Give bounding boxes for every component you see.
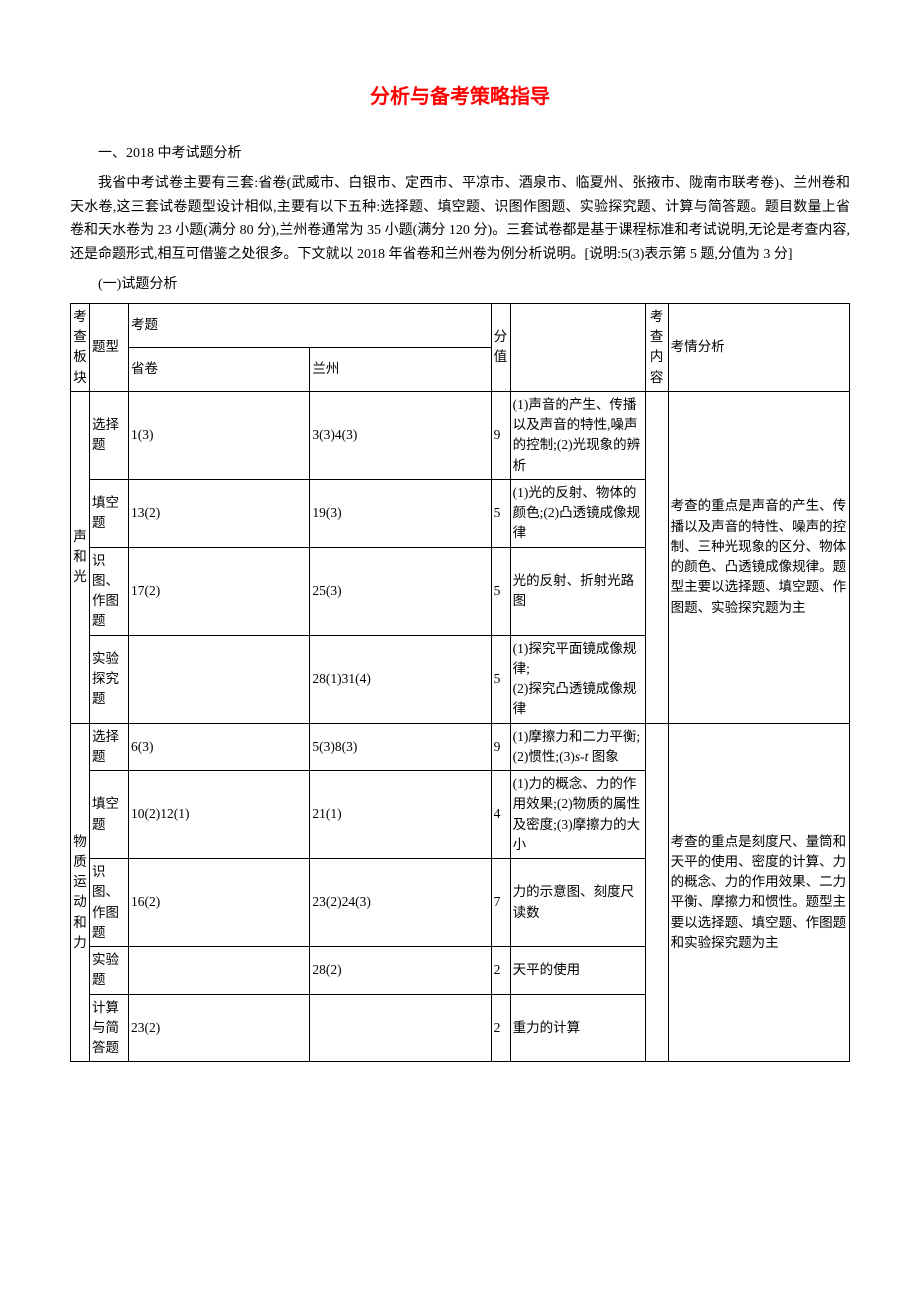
cell-lanzhou: 23(2)24(3) <box>310 859 491 947</box>
cell-content: 天平的使用 <box>510 947 645 995</box>
cell-lanzhou: 5(3)8(3) <box>310 723 491 771</box>
cell-lanzhou: 25(3) <box>310 547 491 635</box>
cell-score: 2 <box>491 994 510 1062</box>
cell-lanzhou: 3(3)4(3) <box>310 391 491 479</box>
cell-sheng <box>129 635 310 723</box>
cell-type: 选择题 <box>90 723 129 771</box>
heading-1: 一、2018 中考试题分析 <box>70 142 850 166</box>
block-label: 声和光 <box>71 391 90 723</box>
th-content-spacer <box>510 303 645 391</box>
cell-content: (1)光的反射、物体的颜色;(2)凸透镜成像规律 <box>510 479 645 547</box>
cell-sheng: 23(2) <box>129 994 310 1062</box>
cell-analysis: 考查的重点是刻度尺、量筒和天平的使用、密度的计算、力的概念、力的作用效果、二力平… <box>668 723 849 1062</box>
subheading-1: (一)试题分析 <box>70 273 850 297</box>
cell-type: 实验题 <box>90 947 129 995</box>
cell-score: 9 <box>491 723 510 771</box>
cell-score: 5 <box>491 635 510 723</box>
cell-type: 填空题 <box>90 479 129 547</box>
cell-score: 4 <box>491 771 510 859</box>
cell-score: 7 <box>491 859 510 947</box>
th-sheng: 省卷 <box>129 347 310 391</box>
th-content: 考查内容 <box>645 303 668 391</box>
page-title: 分析与备考策略指导 <box>70 80 850 114</box>
cell-type: 计算与简答题 <box>90 994 129 1062</box>
cell-type: 识图、作图题 <box>90 859 129 947</box>
th-kaoti: 考题 <box>129 303 492 347</box>
cell-score: 5 <box>491 479 510 547</box>
cell-lanzhou <box>310 994 491 1062</box>
cell-score: 5 <box>491 547 510 635</box>
cell-nr <box>645 723 668 1062</box>
cell-sheng: 16(2) <box>129 859 310 947</box>
cell-content: (1)探究平面镜成像规律;(2)探究凸透镜成像规律 <box>510 635 645 723</box>
cell-lanzhou: 28(1)31(4) <box>310 635 491 723</box>
cell-lanzhou: 28(2) <box>310 947 491 995</box>
cell-sheng: 1(3) <box>129 391 310 479</box>
intro-paragraph: 我省中考试卷主要有三套:省卷(武威市、白银市、定西市、平凉市、酒泉市、临夏州、张… <box>70 172 850 267</box>
th-score: 分值 <box>491 303 510 391</box>
cell-type: 识图、作图题 <box>90 547 129 635</box>
cell-sheng <box>129 947 310 995</box>
cell-lanzhou: 21(1) <box>310 771 491 859</box>
cell-content: (1)声音的产生、传播以及声音的特性,噪声的控制;(2)光现象的辨析 <box>510 391 645 479</box>
cell-sheng: 13(2) <box>129 479 310 547</box>
cell-content: 力的示意图、刻度尺读数 <box>510 859 645 947</box>
cell-type: 填空题 <box>90 771 129 859</box>
analysis-table: 考查板块题型考题分值考查内容考情分析省卷兰州声和光选择题1(3)3(3)4(3)… <box>70 303 850 1063</box>
cell-analysis: 考查的重点是声音的产生、传播以及声音的特性、噪声的控制、三种光现象的区分、物体的… <box>668 391 849 723</box>
cell-lanzhou: 19(3) <box>310 479 491 547</box>
th-block: 考查板块 <box>71 303 90 391</box>
cell-type: 选择题 <box>90 391 129 479</box>
th-analysis: 考情分析 <box>668 303 849 391</box>
cell-type: 实验探究题 <box>90 635 129 723</box>
cell-sheng: 10(2)12(1) <box>129 771 310 859</box>
cell-nr <box>645 391 668 723</box>
cell-score: 2 <box>491 947 510 995</box>
cell-score: 9 <box>491 391 510 479</box>
cell-sheng: 17(2) <box>129 547 310 635</box>
cell-content: (1)摩擦力和二力平衡;(2)惯性;(3)s-t 图象 <box>510 723 645 771</box>
th-type: 题型 <box>90 303 129 391</box>
th-lanzhou: 兰州 <box>310 347 491 391</box>
cell-content: 光的反射、折射光路图 <box>510 547 645 635</box>
cell-sheng: 6(3) <box>129 723 310 771</box>
cell-content: (1)力的概念、力的作用效果;(2)物质的属性及密度;(3)摩擦力的大小 <box>510 771 645 859</box>
cell-content: 重力的计算 <box>510 994 645 1062</box>
block-label: 物质运动和力 <box>71 723 90 1062</box>
